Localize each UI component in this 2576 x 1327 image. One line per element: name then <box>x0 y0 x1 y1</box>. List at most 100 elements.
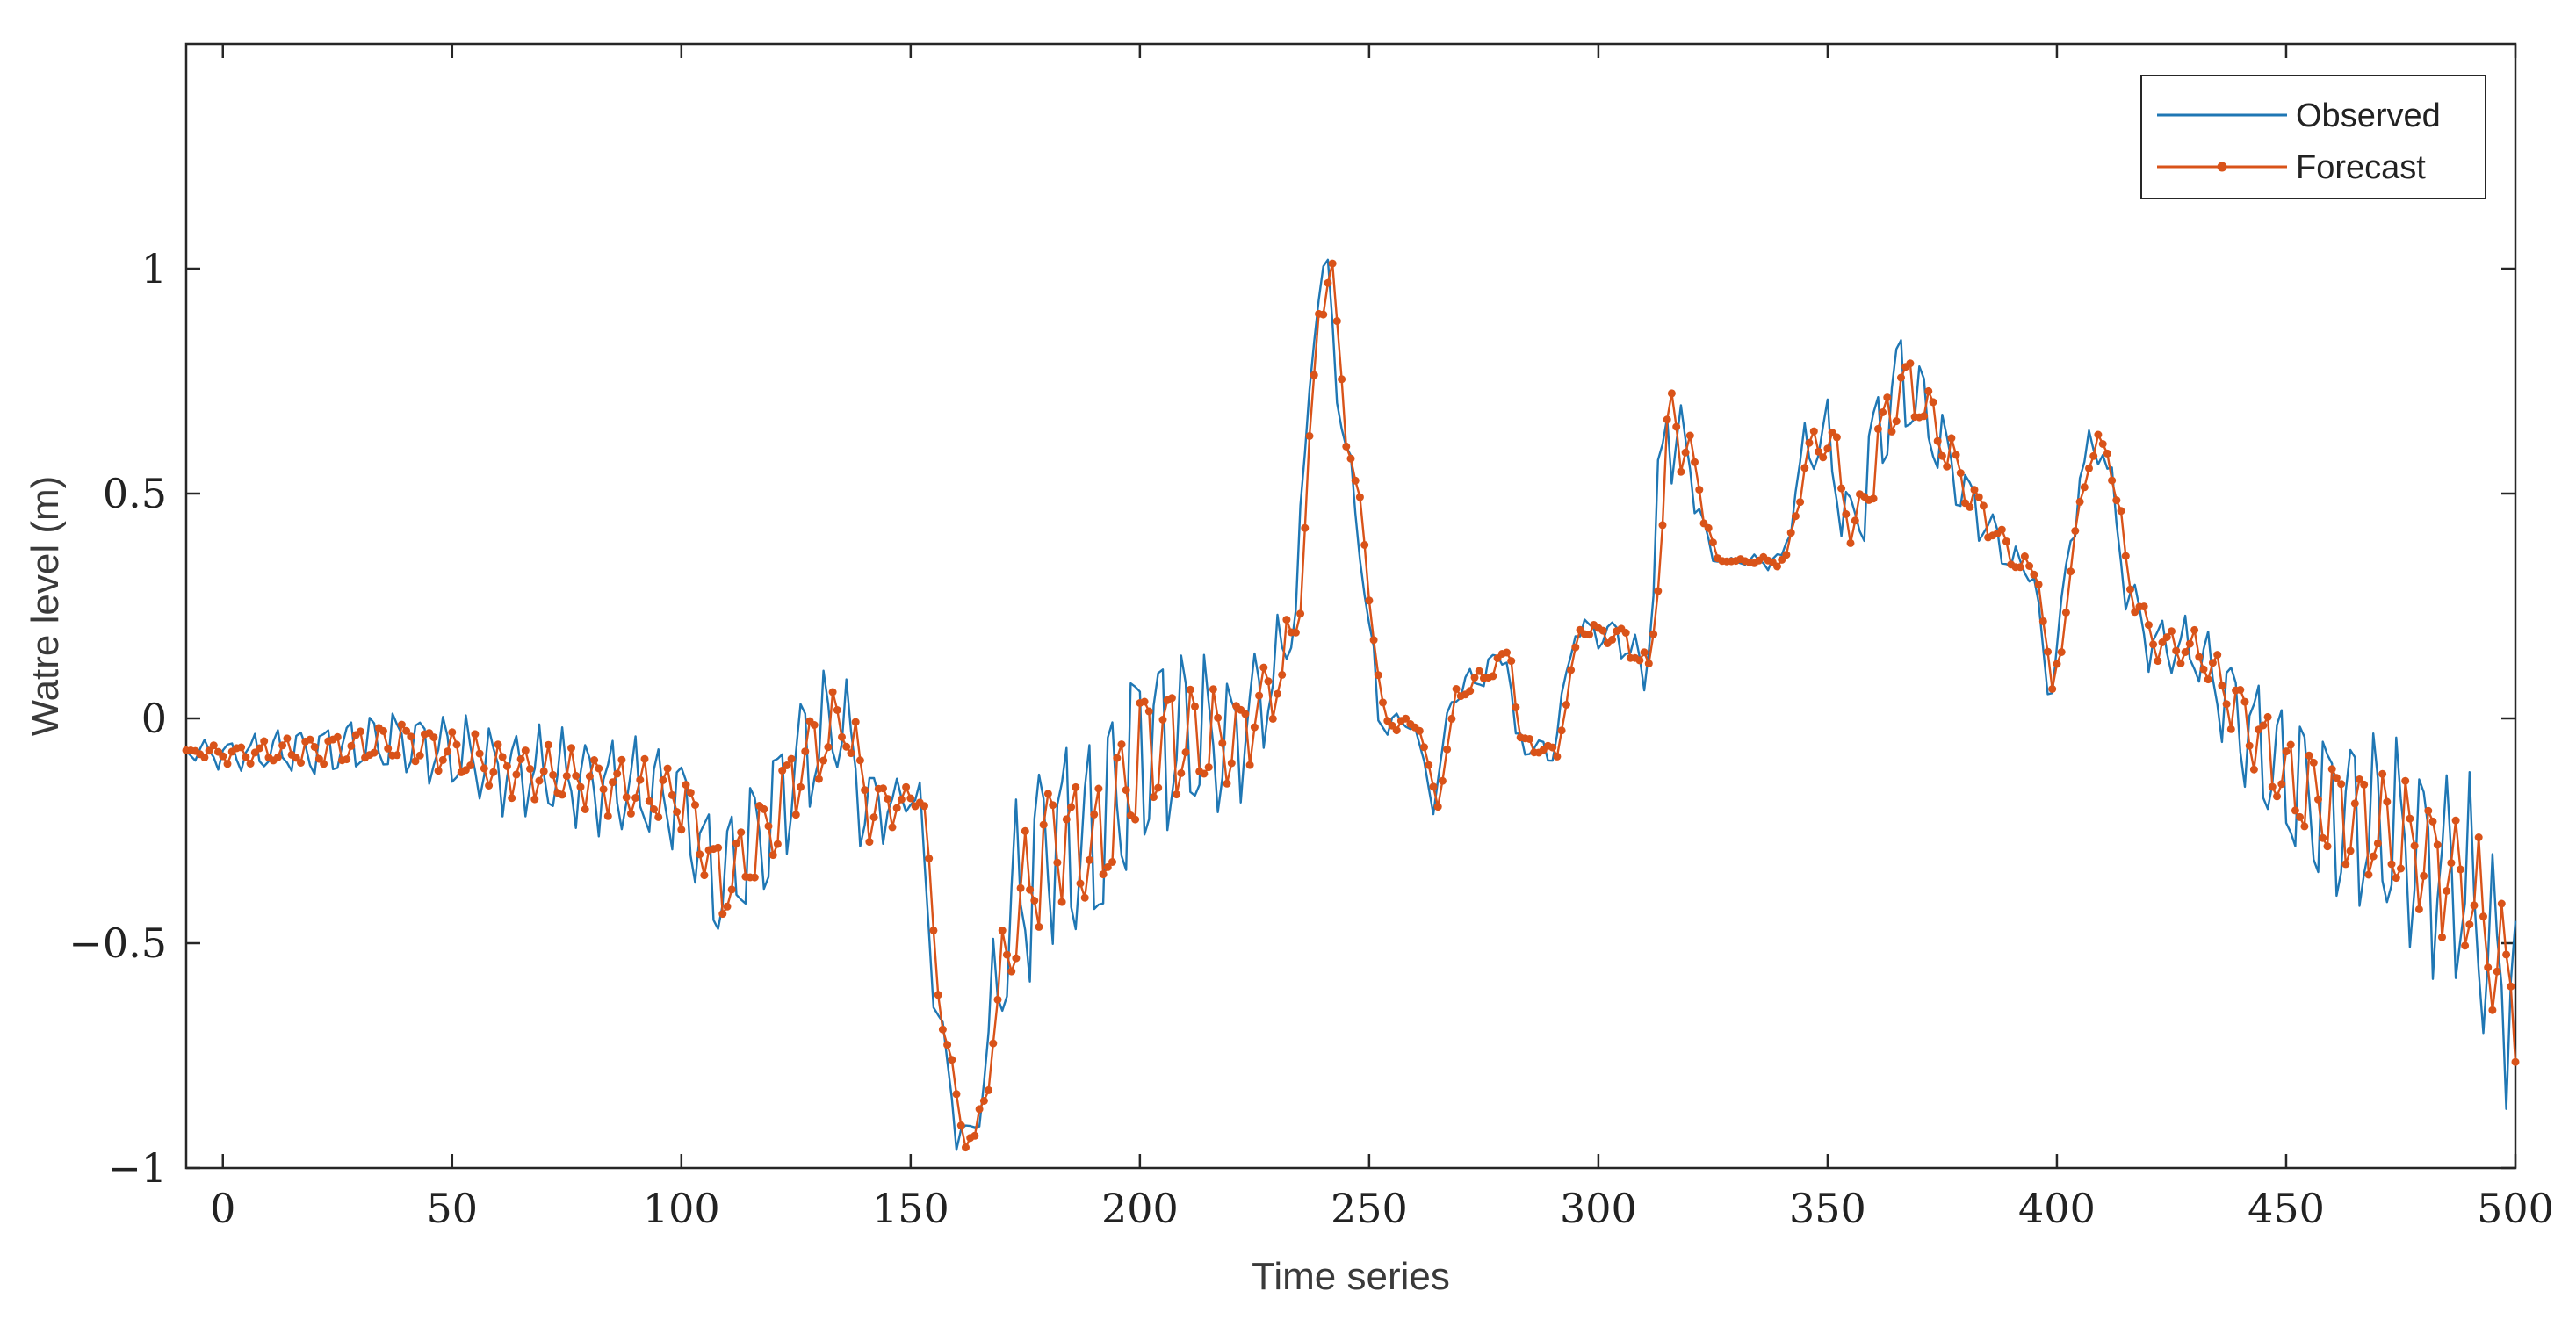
forecast-point <box>2369 852 2378 861</box>
forecast-point <box>530 795 539 804</box>
forecast-point <box>2286 740 2295 749</box>
forecast-point <box>411 757 420 766</box>
forecast-point <box>1879 408 1887 416</box>
forecast-point <box>2341 860 2350 869</box>
forecast-point <box>2356 775 2363 783</box>
forecast-point <box>2158 638 2167 646</box>
forecast-point <box>1012 954 1021 963</box>
x-tick-label: 100 <box>643 1185 720 1232</box>
forecast-point <box>356 727 364 736</box>
forecast-point <box>1191 702 1199 710</box>
forecast-point <box>2424 806 2433 815</box>
forecast-point <box>1567 666 1576 674</box>
forecast-point <box>1507 657 1516 666</box>
forecast-point <box>1786 529 1795 537</box>
forecast-point <box>2332 774 2341 782</box>
forecast-point <box>1227 759 1236 768</box>
forecast-point <box>438 755 447 764</box>
forecast-point <box>1677 467 1685 476</box>
forecast-point <box>906 794 915 803</box>
forecast-point <box>1823 444 1832 453</box>
forecast-point <box>650 805 658 813</box>
forecast-point <box>2139 602 2148 611</box>
forecast-point <box>2034 580 2043 588</box>
forecast-point <box>1282 616 1291 624</box>
forecast-point <box>444 747 452 756</box>
forecast-point <box>526 765 534 773</box>
legend-observed-label: Observed <box>2296 97 2441 134</box>
forecast-point <box>516 754 525 763</box>
forecast-point <box>1200 769 1209 778</box>
forecast-point <box>256 744 263 753</box>
forecast-point <box>2199 665 2208 674</box>
forecast-point <box>1429 782 1438 791</box>
forecast-point <box>1186 685 1194 694</box>
forecast-point <box>2401 776 2410 785</box>
forecast-point <box>1291 628 1300 637</box>
forecast-point <box>1360 541 1369 549</box>
forecast-point <box>1245 761 1254 769</box>
forecast-point <box>1351 476 1360 485</box>
forecast-point <box>814 775 823 783</box>
plot-area <box>184 42 2517 1170</box>
forecast-point <box>925 855 934 862</box>
forecast-point <box>1956 469 1965 478</box>
forecast-point <box>2080 483 2089 492</box>
forecast-point <box>2291 806 2299 815</box>
forecast-point <box>2208 659 2217 667</box>
y-tick-label: 0.5 <box>103 470 167 517</box>
forecast-point <box>1103 862 1112 871</box>
forecast-series <box>182 259 2520 1152</box>
forecast-point <box>1553 752 1562 761</box>
forecast-point <box>2057 648 2066 656</box>
forecast-point <box>824 743 833 752</box>
forecast-point <box>892 804 901 812</box>
forecast-point <box>783 761 791 769</box>
forecast-point <box>1452 685 1461 693</box>
forecast-point <box>696 850 704 859</box>
forecast-point <box>1167 694 1176 703</box>
forecast-point <box>2461 941 2470 950</box>
forecast-point <box>1809 427 1818 436</box>
forecast-point <box>2149 640 2158 649</box>
forecast-point <box>407 732 415 741</box>
forecast-point <box>1773 562 1781 571</box>
forecast-point <box>989 1039 998 1048</box>
forecast-point <box>1608 635 1617 644</box>
forecast-point <box>2378 769 2387 778</box>
forecast-point <box>861 786 869 795</box>
forecast-point <box>1708 538 1717 547</box>
forecast-point <box>1438 776 1447 785</box>
forecast-point <box>819 756 828 765</box>
forecast-point <box>347 741 356 750</box>
forecast-point <box>2098 440 2107 448</box>
forecast-point <box>2488 1006 2497 1014</box>
forecast-point <box>2373 839 2382 847</box>
forecast-point <box>2282 747 2291 756</box>
forecast-point <box>2447 859 2456 868</box>
forecast-point <box>1800 464 1809 472</box>
forecast-point <box>1402 714 1411 723</box>
forecast-point <box>485 782 494 790</box>
forecast-point <box>572 771 581 780</box>
forecast-point <box>732 839 740 847</box>
forecast-point <box>489 768 498 776</box>
forecast-point <box>1080 893 1089 902</box>
forecast-point <box>2263 712 2272 721</box>
forecast-point <box>737 828 746 837</box>
forecast-point <box>2350 799 2359 808</box>
forecast-point <box>673 808 682 816</box>
legend-forecast-label: Forecast <box>2296 149 2426 186</box>
forecast-point <box>2433 840 2442 849</box>
forecast-point <box>2323 842 2332 851</box>
forecast-point <box>938 1025 947 1034</box>
forecast-point <box>1695 486 1704 494</box>
forecast-point <box>379 726 387 735</box>
forecast-point <box>1319 310 1328 319</box>
forecast-point <box>599 785 608 794</box>
forecast-point <box>1274 689 1281 698</box>
forecast-point <box>567 744 575 753</box>
forecast-point <box>1415 726 1424 735</box>
forecast-point <box>452 740 461 749</box>
forecast-point <box>1470 673 1479 682</box>
